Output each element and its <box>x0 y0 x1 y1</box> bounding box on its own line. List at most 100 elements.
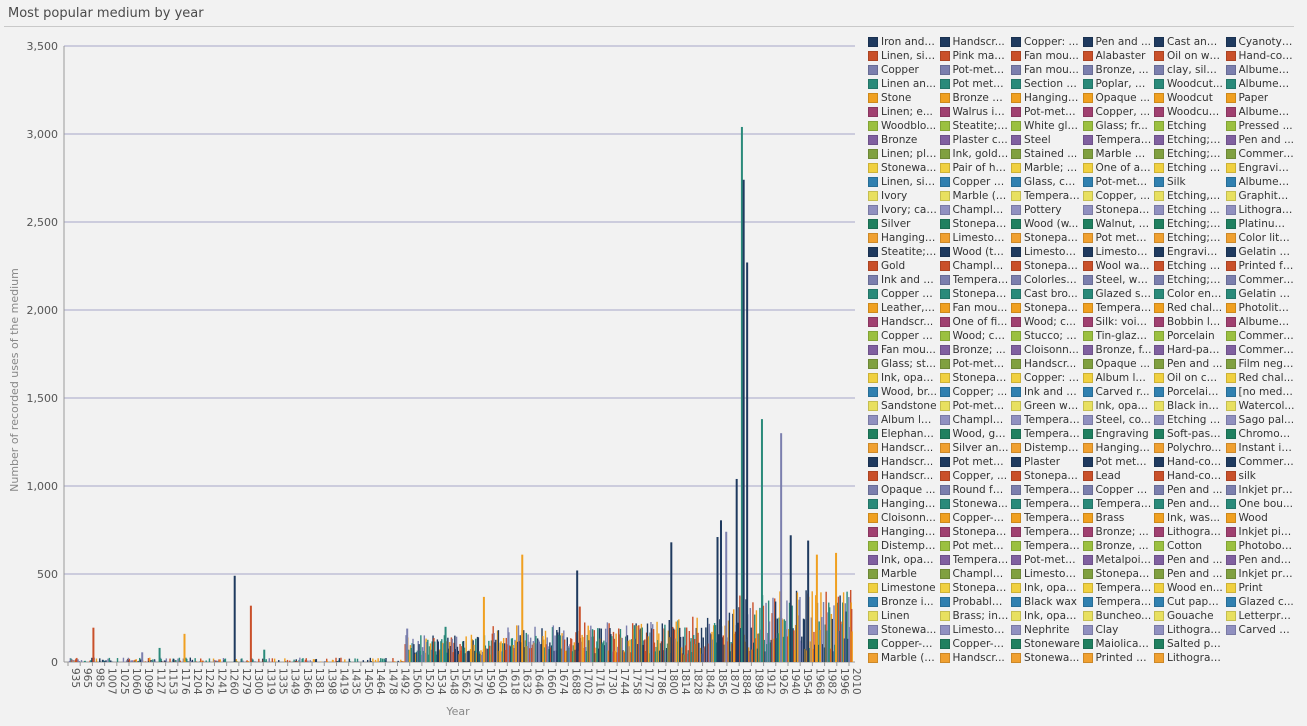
legend-item[interactable]: Silver an... <box>939 441 1012 455</box>
legend-item[interactable]: Steel, co... <box>1082 413 1155 427</box>
legend-item[interactable]: Walnut, ir... <box>1082 217 1155 231</box>
legend-item[interactable]: Copper al... <box>868 287 940 301</box>
legend-item[interactable]: Cut pape... <box>1154 595 1226 609</box>
legend-item[interactable]: Printed b... <box>1082 651 1155 665</box>
legend-item[interactable]: Wood en... <box>1154 581 1226 595</box>
legend-item[interactable]: Sandstone <box>868 399 940 413</box>
legend-item[interactable]: Stoneware <box>1011 637 1083 651</box>
legend-item[interactable]: Pen and ... <box>1154 357 1226 371</box>
legend-item[interactable]: Tempera,... <box>1082 497 1155 511</box>
legend-item[interactable]: Bronze, ... <box>1082 63 1155 77</box>
legend-item[interactable]: Linen, sil... <box>868 175 940 189</box>
legend-item[interactable]: Silver <box>868 217 940 231</box>
legend-item[interactable]: Wood (w... <box>1011 217 1083 231</box>
legend-item[interactable]: Stonepas... <box>939 217 1012 231</box>
legend-item[interactable]: Elephant i... <box>868 427 940 441</box>
legend-item[interactable]: Gouache <box>1154 609 1226 623</box>
legend-item[interactable]: Probably ... <box>939 595 1012 609</box>
legend-item[interactable]: Graphite ... <box>1225 189 1298 203</box>
legend-item[interactable]: Pen and ... <box>1154 553 1226 567</box>
legend-item[interactable]: Stonepas... <box>1011 301 1083 315</box>
legend-item[interactable]: Pen and ... <box>1225 133 1298 147</box>
legend-item[interactable]: Stonepas... <box>1011 231 1083 245</box>
legend-item[interactable]: clay, silver <box>1154 63 1226 77</box>
legend-item[interactable]: Etching; f... <box>1154 133 1226 147</box>
legend-item[interactable]: Hard-pas... <box>1154 343 1226 357</box>
legend-item[interactable]: Limeston... <box>1011 245 1083 259</box>
legend-item[interactable]: Opaque ... <box>1082 91 1155 105</box>
legend-item[interactable]: Maiolica (... <box>1082 637 1155 651</box>
legend-item[interactable]: Print <box>1225 581 1298 595</box>
legend-item[interactable]: Copper, ... <box>1082 105 1155 119</box>
legend-item[interactable]: Metalpoin... <box>1082 553 1155 567</box>
legend-item[interactable]: Ink and pi... <box>1011 385 1083 399</box>
legend-item[interactable]: Tempera ... <box>1011 413 1083 427</box>
legend-item[interactable]: Ink, gold, ... <box>939 147 1012 161</box>
legend-item[interactable]: Watercol... <box>1225 399 1298 413</box>
legend-item[interactable]: Pot metal ... <box>939 77 1012 91</box>
legend-item[interactable]: Black wax <box>1011 595 1083 609</box>
legend-item[interactable]: Hand-col... <box>1154 455 1226 469</box>
legend-item[interactable]: Linen an... <box>868 77 940 91</box>
legend-item[interactable]: Stonewa... <box>939 497 1012 511</box>
legend-item[interactable]: Commerc... <box>1225 147 1298 161</box>
legend-item[interactable]: Wood; ca... <box>939 329 1012 343</box>
legend-item[interactable]: Handscr... <box>868 441 940 455</box>
legend-item[interactable]: Poplar, p... <box>1082 77 1155 91</box>
legend-item[interactable]: Glass; fr... <box>1082 119 1155 133</box>
legend-item[interactable]: Round fa... <box>939 483 1012 497</box>
legend-item[interactable]: Fan mou... <box>1011 49 1083 63</box>
legend-item[interactable]: Pink marble <box>939 49 1012 63</box>
legend-item[interactable]: Ink, opaq... <box>1011 581 1083 595</box>
legend-item[interactable]: Pot-metal... <box>939 357 1012 371</box>
legend-item[interactable]: Albumen ... <box>1225 315 1298 329</box>
legend-item[interactable]: Hanging ... <box>1011 91 1083 105</box>
legend-item[interactable]: One of a ... <box>1082 161 1155 175</box>
legend-item[interactable]: Pen and ... <box>1154 567 1226 581</box>
legend-item[interactable]: Etching a... <box>1154 259 1226 273</box>
legend-item[interactable]: Tin-glaze... <box>1082 329 1155 343</box>
legend-item[interactable]: Sago pal... <box>1225 413 1298 427</box>
legend-item[interactable]: Tempera ... <box>1011 497 1083 511</box>
legend-item[interactable]: Bronze a... <box>939 91 1012 105</box>
legend-item[interactable]: Bronze <box>868 133 940 147</box>
legend-item[interactable]: [no medi... <box>1225 385 1298 399</box>
legend-item[interactable]: Limeston... <box>1011 567 1083 581</box>
legend-item[interactable]: Oil on wo... <box>1154 49 1226 63</box>
legend-item[interactable]: Bronze i... <box>868 595 940 609</box>
legend-item[interactable]: Opaque ... <box>868 483 940 497</box>
legend-item[interactable]: Etching; ... <box>1154 231 1226 245</box>
legend-item[interactable]: Marble (P... <box>868 651 940 665</box>
legend-item[interactable]: Cotton <box>1154 539 1226 553</box>
legend-item[interactable]: Copper a... <box>939 175 1012 189</box>
legend-item[interactable]: Handscr... <box>868 469 940 483</box>
legend-item[interactable]: Tempera ... <box>1011 189 1083 203</box>
legend-item[interactable]: Woodcut... <box>1154 77 1226 91</box>
legend-item[interactable]: Walrus iv... <box>939 105 1012 119</box>
legend-item[interactable]: Bronze, f... <box>1082 343 1155 357</box>
legend-item[interactable]: Fan mou... <box>939 301 1012 315</box>
legend-item[interactable]: Glass; st... <box>868 357 940 371</box>
legend-item[interactable]: Stonepas... <box>939 581 1012 595</box>
legend-item[interactable]: Leather, l... <box>868 301 940 315</box>
legend-item[interactable]: Handscr... <box>939 35 1012 49</box>
legend-item[interactable]: Fan mou... <box>1011 63 1083 77</box>
legend-item[interactable]: Commerc... <box>1225 343 1298 357</box>
legend-item[interactable]: Film nega... <box>1225 357 1298 371</box>
legend-item[interactable]: Etching a... <box>1154 413 1226 427</box>
legend-item[interactable]: Hand-col... <box>1225 49 1298 63</box>
legend-item[interactable]: Stucco; c... <box>1011 329 1083 343</box>
legend-item[interactable]: Wool wa... <box>1082 259 1155 273</box>
legend-item[interactable]: Handscr... <box>939 651 1012 665</box>
legend-item[interactable]: Wood <box>1225 511 1298 525</box>
legend-item[interactable]: Woodcut;... <box>1154 105 1226 119</box>
legend-item[interactable]: Green wax <box>1011 399 1083 413</box>
legend-item[interactable]: Stained ... <box>1011 147 1083 161</box>
legend-item[interactable]: Pair of ha... <box>939 161 1012 175</box>
legend-item[interactable]: Silk: void... <box>1082 315 1155 329</box>
legend-item[interactable]: Fan mou... <box>868 343 940 357</box>
legend-item[interactable]: Ink, opaq... <box>868 371 940 385</box>
legend-item[interactable]: Pottery <box>1011 203 1083 217</box>
legend-item[interactable]: Distempe... <box>868 539 940 553</box>
legend-item[interactable]: Ivory; car... <box>868 203 940 217</box>
